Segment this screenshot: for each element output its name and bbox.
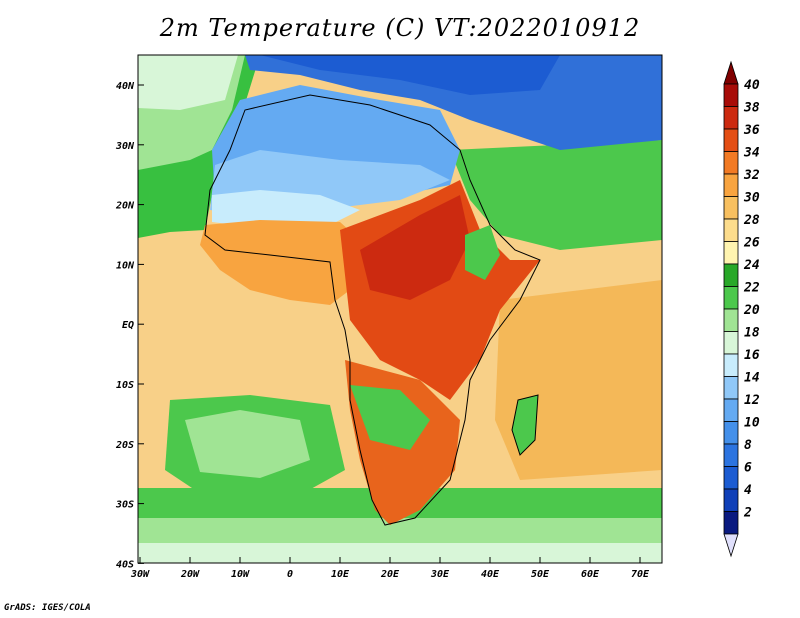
axis-ticks: 30W 20W 10W 0 10E 20E 30E 40E 50E 60E 70E 40N 30N 20N… [115,81,650,580]
colorbar-segment [723,398,739,422]
lon-tick-label: 60E [581,569,600,580]
colorbar-segment [723,466,739,490]
lon-tick-label: 20W [180,569,200,580]
colorbar-segment [723,488,739,512]
madagascar [512,395,538,455]
colorbar-label: 22 [743,281,760,296]
lat-tick-label: 20S [115,440,134,451]
colorbar-segment [723,376,739,400]
colorbar-top-arrow [723,60,739,85]
colorbar-label: 32 [743,168,760,183]
colorbar-label: 20 [743,303,760,318]
sahel-very-hot [360,195,470,300]
colorbar-segment [723,106,739,130]
colorbar-segment [723,128,739,152]
europe-field [245,55,662,150]
colorbar-label: 34 [743,146,760,161]
ethiopia-highlands [465,225,500,280]
lon-tick-label: 10E [331,569,350,580]
europe-dark [260,55,560,95]
colorbar-segment [723,286,739,310]
lon-tick-label: 20E [380,569,400,580]
colorbar-label: 28 [743,213,760,228]
colorbar-segment [723,83,739,107]
map-frame [137,54,663,564]
lat-tick-label: 40N [116,81,135,92]
colorbar-label: 14 [744,371,760,386]
colorbar-segment [723,511,739,535]
colorbar-segment [723,421,739,445]
arabia-field [450,140,662,250]
lat-tick-label: 40S [116,559,134,570]
colorbar-segment [723,196,739,220]
lon-tick-label: 40E [481,569,500,580]
lon-tick-label: 70E [631,569,650,580]
colorbar-segment [723,218,739,242]
colorbar-bottom-arrow [723,533,739,558]
lon-tick-label: 0 [287,569,293,580]
lat-tick-label: 10N [116,260,135,271]
lon-tick-label: 30E [430,569,450,580]
south-atlantic-light [185,410,310,478]
colorbar-label: 2 [743,506,752,521]
colorbar-segment [723,151,739,175]
colorbar-label: 36 [743,123,760,138]
west-africa-warm [200,220,360,305]
colorbar-segment [723,308,739,332]
colorbar-label: 26 [743,236,760,251]
lat-tick-label: EQ [122,320,134,331]
southern-ocean-light [138,518,662,545]
lat-tick-label: 30N [115,141,135,152]
colorbar-segment [723,353,739,377]
lat-tick-label: 10S [116,380,134,391]
chart-title: 2m Temperature (C) VT:2022010912 [159,14,641,42]
colorbar-segment [723,263,739,287]
madagascar-outline [511,394,539,456]
colorbar-label: 12 [744,393,760,408]
colorbar-label: 24 [743,258,760,273]
colorbar-segment [723,173,739,197]
lon-tick-label: 50E [531,569,550,580]
lat-tick-label: 20N [115,201,135,212]
indian-ocean-field [495,280,662,480]
colorbar-label: 10 [744,416,760,431]
colorbar-label: 6 [744,461,752,476]
southern-africa-green [350,385,430,450]
lon-tick-label: 30W [130,569,150,580]
africa-coastline [204,94,541,526]
colorbar-label: 8 [744,438,752,453]
colorbar-label: 4 [744,483,752,498]
lat-tick-label: 30S [115,500,134,511]
colorbar-segment [723,331,739,355]
southern-ocean-pale [138,543,662,563]
colorbar-label: 40 [744,78,760,93]
colorbar-label: 30 [743,191,760,206]
lon-tick-label: 10W [231,569,250,580]
colorbar-segment [723,443,739,467]
colorbar-label: 16 [744,348,760,363]
colorbar: 40 38 36 34 32 30 28 26 24 22 20 18 16 14 12 10 8 6 4 2 [723,60,760,558]
sahara-pale [212,190,360,228]
colorbar-label: 18 [744,326,760,341]
colorbar-label: 38 [743,101,760,116]
north-atlantic-pale [138,55,238,110]
colorbar-segment [723,241,739,265]
credit-label: GrADS: IGES/COLA [4,603,91,613]
